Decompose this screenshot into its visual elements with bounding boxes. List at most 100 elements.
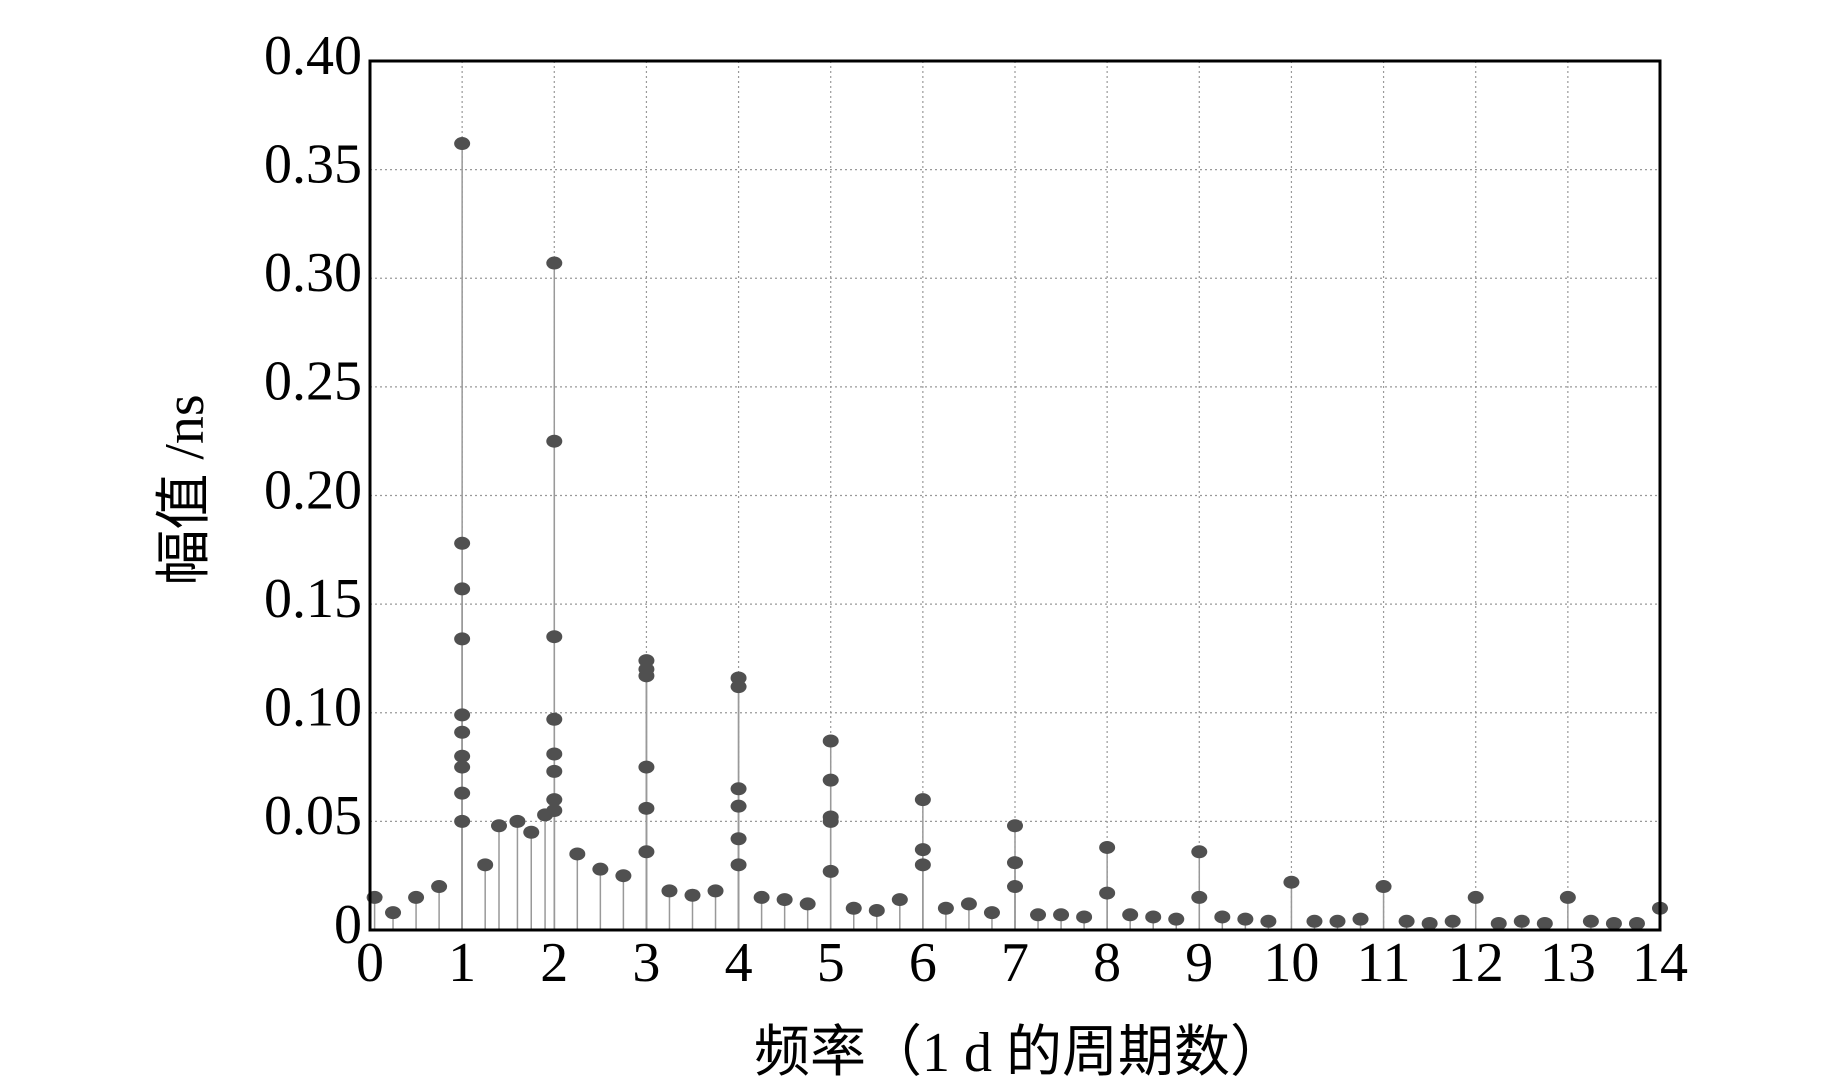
x-tick-label: 7 xyxy=(1001,932,1029,994)
stem-marker xyxy=(1053,908,1070,922)
x-tick-label: 10 xyxy=(1263,932,1319,994)
stem-marker xyxy=(684,888,701,902)
stem-marker xyxy=(454,582,471,596)
plot-frame xyxy=(368,59,1662,932)
stem-marker xyxy=(776,893,793,907)
y-tick-label: 0.30 xyxy=(264,242,362,304)
stem-marker xyxy=(799,897,816,911)
x-tick-label: 11 xyxy=(1357,932,1411,994)
stem-marker xyxy=(914,843,931,857)
stem-marker xyxy=(1559,890,1576,904)
stem-marker xyxy=(960,897,977,911)
stem-marker xyxy=(1490,916,1507,930)
stem-marker xyxy=(1467,890,1484,904)
stem-marker xyxy=(569,847,586,861)
stem-marker xyxy=(822,773,839,787)
stem-marker xyxy=(1007,819,1023,833)
stem-marker xyxy=(1191,845,1208,859)
stem-marker xyxy=(1007,880,1023,894)
stem-marker xyxy=(523,825,540,839)
stem-marker xyxy=(1421,916,1438,930)
x-tick-label: 9 xyxy=(1185,932,1213,994)
stem-marker xyxy=(491,819,507,833)
stem-marker xyxy=(1076,910,1093,924)
stem-marker xyxy=(546,434,563,448)
y-tick-label: 0 xyxy=(334,894,362,956)
stem-marker xyxy=(477,858,494,872)
stem-marker xyxy=(1398,914,1415,928)
stem-marker xyxy=(454,814,471,828)
stem-marker xyxy=(454,137,471,151)
stem-marker xyxy=(891,893,908,907)
stem-marker xyxy=(1122,908,1139,922)
stem-marker xyxy=(868,903,885,917)
stem-marker xyxy=(546,764,563,778)
stem-marker xyxy=(454,536,471,550)
stem-marker xyxy=(454,725,471,739)
stem-marker xyxy=(914,793,931,807)
stem-marker xyxy=(638,760,655,774)
stem-marker xyxy=(822,814,839,828)
stem-marker xyxy=(1306,914,1323,928)
stem-marker xyxy=(454,708,471,722)
stem-marker xyxy=(1582,914,1599,928)
stem-marker xyxy=(1352,912,1369,926)
stem-marker xyxy=(845,901,862,915)
stem-marker xyxy=(546,256,563,270)
x-tick-label: 1 xyxy=(448,932,476,994)
y-tick-label: 0.15 xyxy=(264,568,362,630)
stem-marker xyxy=(730,782,747,796)
x-tick-label: 14 xyxy=(1632,932,1688,994)
stem-marker xyxy=(546,804,563,818)
stem-marker xyxy=(1628,916,1645,930)
stem-marker xyxy=(1214,910,1231,924)
stem-marker xyxy=(1237,912,1254,926)
y-tick-label: 0.10 xyxy=(264,677,362,739)
stem-marker xyxy=(707,884,724,898)
stem-marker xyxy=(1145,910,1162,924)
stem-marker xyxy=(983,906,1000,920)
stem-marker xyxy=(730,799,747,813)
stem-marker xyxy=(730,832,747,846)
stem-marker xyxy=(1283,875,1300,889)
stem-marker xyxy=(454,632,471,646)
stem-marker xyxy=(937,901,954,915)
stem-marker xyxy=(1513,914,1530,928)
stem-marker xyxy=(638,801,655,815)
x-tick-label: 13 xyxy=(1540,932,1596,994)
stem-marker xyxy=(509,814,526,828)
stem-marker xyxy=(1168,912,1185,926)
stem-marker xyxy=(914,858,931,872)
stem-marker xyxy=(753,890,770,904)
stem-marker xyxy=(730,858,747,872)
stem-marker xyxy=(1444,914,1461,928)
y-tick-label: 0.20 xyxy=(264,459,362,521)
stem-marker xyxy=(431,880,448,894)
y-tick-label: 0.35 xyxy=(264,133,362,195)
stem-marker xyxy=(454,760,471,774)
stem-marker xyxy=(546,712,563,726)
stem-marker xyxy=(1099,840,1116,854)
stem-marker xyxy=(1030,908,1047,922)
stem-marker xyxy=(546,747,563,761)
stem-marker xyxy=(592,862,609,876)
stem-marker xyxy=(1260,914,1277,928)
x-tick-label: 12 xyxy=(1448,932,1504,994)
stem-marker xyxy=(454,749,471,763)
stem-marker xyxy=(1099,886,1116,900)
x-tick-label: 0 xyxy=(356,932,384,994)
x-tick-label: 3 xyxy=(632,932,660,994)
stem-marker xyxy=(730,680,747,694)
stem-marker xyxy=(1605,916,1622,930)
stem-marker xyxy=(1536,916,1553,930)
x-tick-label: 8 xyxy=(1093,932,1121,994)
stem-marker xyxy=(1191,890,1208,904)
x-tick-label: 5 xyxy=(817,932,845,994)
stem-marker xyxy=(615,869,632,883)
y-tick-label: 0.05 xyxy=(264,785,362,847)
stem-marker xyxy=(1007,856,1023,870)
stem-marker xyxy=(638,669,655,683)
x-tick-label: 2 xyxy=(540,932,568,994)
stem-marker xyxy=(661,884,678,898)
